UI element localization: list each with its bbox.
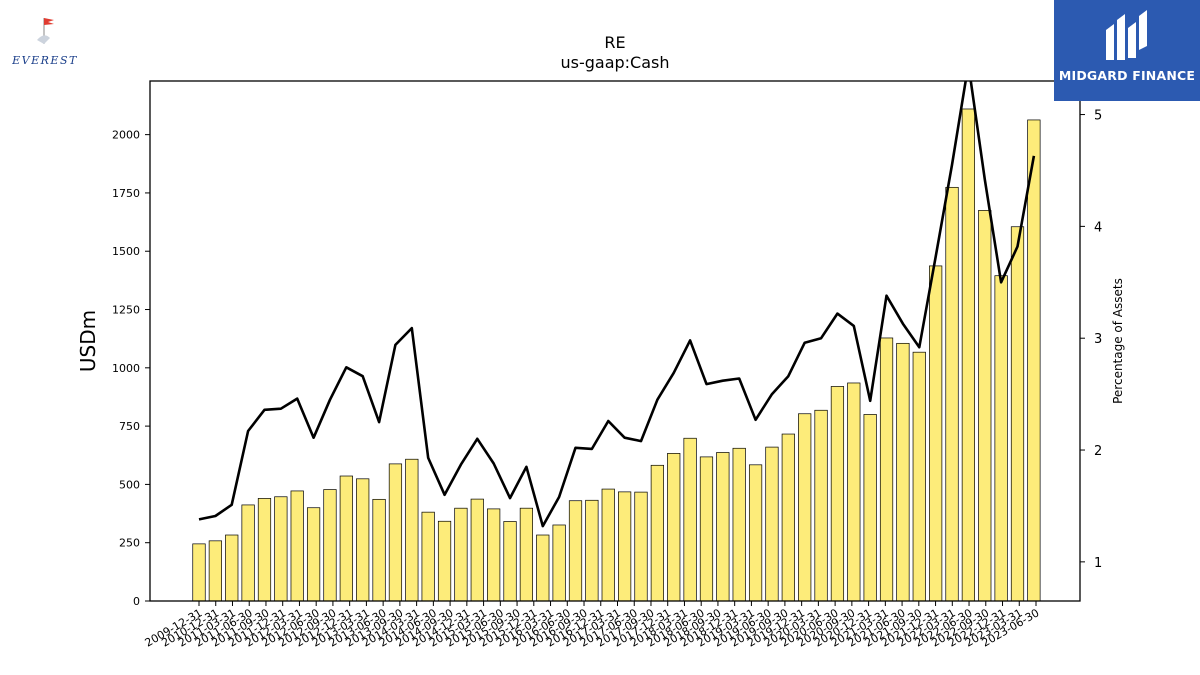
y2-tick-label: 2	[1094, 444, 1102, 459]
y-tick-label: 250	[119, 537, 140, 550]
bar	[732, 447, 746, 602]
bar	[225, 534, 239, 602]
y-axis-label: USDm	[76, 310, 100, 372]
bar	[814, 409, 828, 602]
midgard-finance-logo: MIDGARD FINANCE	[1054, 0, 1200, 101]
plot-frame	[149, 80, 1081, 602]
bar	[1027, 119, 1041, 602]
bar	[994, 275, 1008, 602]
bar	[470, 498, 484, 602]
bar	[634, 491, 648, 602]
bar	[536, 534, 550, 602]
y-axis-right: 1 2 3 4 5	[1080, 109, 1102, 571]
bar	[487, 508, 501, 602]
chart-title: RE	[604, 33, 625, 52]
bar	[765, 446, 779, 602]
bar	[356, 478, 370, 602]
y2-axis-label: Percentage of Assets	[1111, 278, 1125, 404]
bar	[306, 507, 321, 602]
bar	[1010, 226, 1025, 602]
bars-layer	[192, 108, 1041, 602]
bar	[208, 540, 222, 602]
bar	[241, 504, 255, 602]
y-tick-label: 500	[119, 478, 140, 491]
bar	[650, 464, 664, 602]
y-axis-left: 0 250 500 750 1000 1250 1500 1750 2000	[112, 129, 150, 608]
everest-logo: EVEREST	[4, 14, 86, 70]
bar	[421, 511, 435, 602]
y-tick-label: 1250	[112, 304, 140, 317]
bar	[699, 456, 714, 602]
bar	[568, 500, 583, 602]
bar	[896, 342, 910, 602]
bar	[290, 490, 304, 602]
x-axis: 2009-12-312010-12-312011-03-312011-06-30…	[143, 601, 1042, 650]
series-line	[198, 81, 1036, 528]
bar	[339, 475, 353, 602]
bar	[847, 382, 861, 602]
bar	[585, 499, 599, 602]
bar	[274, 496, 288, 602]
bar	[929, 265, 943, 602]
midgard-logo-text: MIDGARD FINANCE	[1058, 68, 1196, 83]
bar	[961, 108, 975, 602]
bar	[323, 489, 337, 602]
bar	[830, 386, 845, 602]
y-tick-label: 1500	[112, 245, 140, 258]
y-tick-label: 1000	[112, 362, 140, 375]
bar	[978, 210, 992, 602]
bar	[667, 453, 681, 602]
bar	[405, 458, 419, 602]
bar	[601, 488, 615, 602]
y2-tick-label: 3	[1094, 332, 1102, 347]
bar	[552, 524, 566, 602]
midgard-mark-icon	[1106, 10, 1147, 60]
bar	[503, 521, 517, 602]
bar	[519, 507, 534, 602]
bar	[879, 337, 894, 602]
y-tick-label: 750	[119, 420, 140, 433]
bar	[683, 437, 697, 602]
bar	[257, 498, 272, 602]
bar	[372, 498, 386, 602]
bar	[781, 433, 795, 602]
bar	[716, 452, 730, 602]
chart-subtitle: us-gaap:Cash	[560, 53, 669, 72]
bar	[748, 464, 763, 602]
everest-logo-text: EVEREST	[12, 54, 78, 67]
bar	[912, 351, 926, 602]
bar	[388, 463, 403, 602]
y2-tick-label: 4	[1094, 220, 1102, 235]
bar	[454, 507, 468, 602]
flag-icon	[37, 18, 54, 44]
bar	[618, 491, 632, 602]
y-tick-label: 2000	[112, 129, 140, 142]
bar	[437, 520, 452, 602]
y-tick-label: 1750	[112, 187, 140, 200]
bar	[798, 413, 812, 602]
y2-tick-label: 5	[1094, 109, 1102, 124]
bar	[945, 186, 959, 602]
y2-tick-label: 1	[1094, 556, 1102, 571]
y-tick-label: 0	[133, 595, 140, 608]
line-layer	[198, 81, 1036, 528]
bar	[863, 414, 877, 602]
bar	[192, 543, 206, 602]
